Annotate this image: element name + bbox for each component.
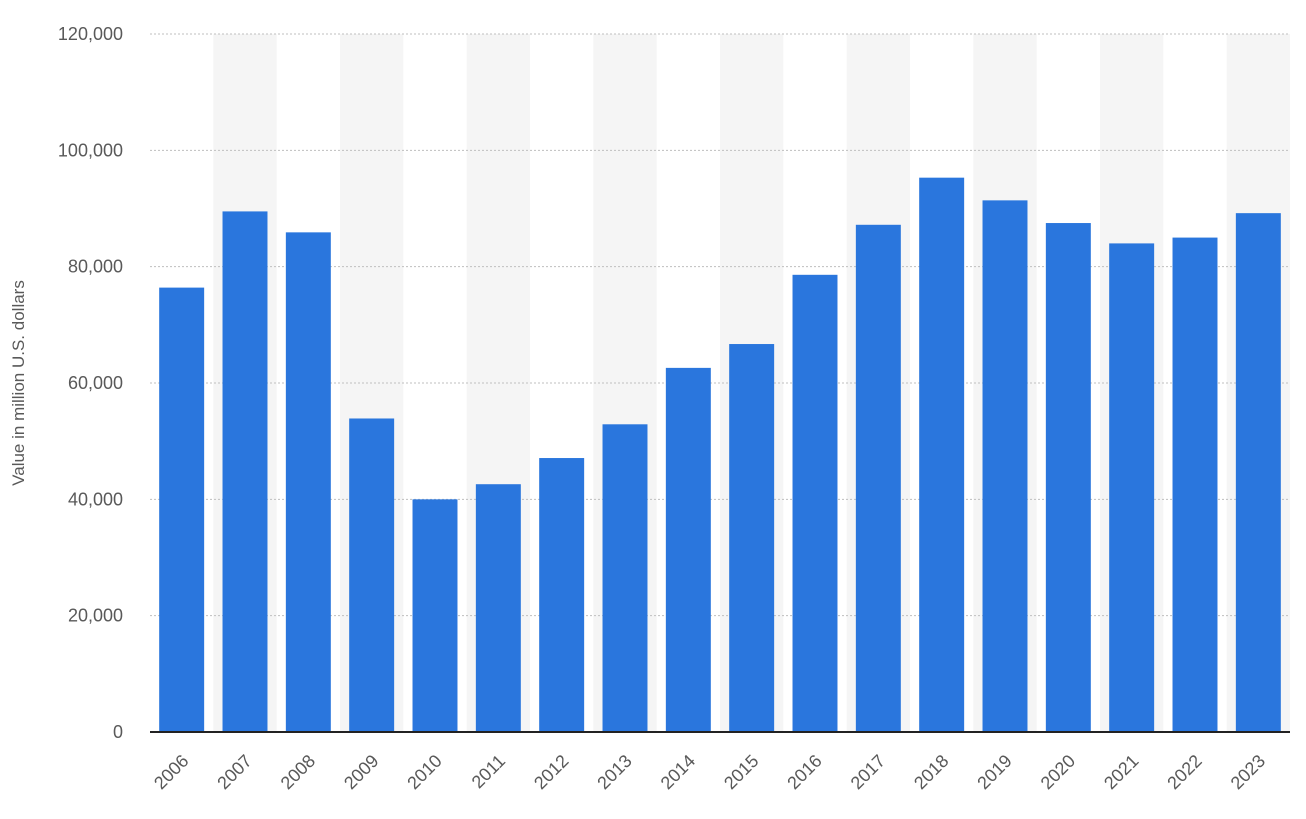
bar-2014[interactable] xyxy=(665,367,711,732)
y-tick-label: 100,000 xyxy=(58,140,123,160)
bar-2011[interactable] xyxy=(475,484,521,732)
y-tick-label: 80,000 xyxy=(68,257,123,277)
bar-2016[interactable] xyxy=(792,274,838,732)
x-axis-ticks: 2006 2007 2008 2009 2010 2011 2012 2013 2014 2015… xyxy=(150,751,1269,793)
x-tick-label: 2015 xyxy=(720,751,762,793)
x-tick-label: 2011 xyxy=(468,751,510,793)
x-tick-label: 2010 xyxy=(403,751,445,793)
bar-2022[interactable] xyxy=(1172,237,1218,733)
x-tick-label: 2019 xyxy=(973,751,1015,793)
bar-2012[interactable] xyxy=(539,458,585,732)
bar-2008[interactable] xyxy=(285,232,331,732)
x-tick-label: 2014 xyxy=(657,751,699,793)
x-tick-label: 2023 xyxy=(1227,751,1269,793)
x-tick-label: 2008 xyxy=(277,751,319,793)
y-axis-title: Value in million U.S. dollars xyxy=(9,280,28,486)
bar-2009[interactable] xyxy=(349,418,395,732)
x-tick-label: 2006 xyxy=(150,751,192,793)
bar-2018[interactable] xyxy=(919,177,965,733)
bar-2006[interactable] xyxy=(159,287,205,732)
x-tick-label: 2022 xyxy=(1163,751,1205,793)
bar-2013[interactable] xyxy=(602,424,648,732)
grid-lines xyxy=(150,33,1290,617)
bar-2015[interactable] xyxy=(729,344,775,732)
bar-2020[interactable] xyxy=(1045,223,1091,732)
x-tick-label: 2021 xyxy=(1100,751,1142,793)
bars xyxy=(159,177,1281,733)
x-tick-label: 2007 xyxy=(213,751,255,793)
bar-2017[interactable] xyxy=(855,224,901,732)
y-axis-ticks: 0 20,000 40,000 60,000 80,000 100,000 120,000 xyxy=(58,24,123,742)
bar-2021[interactable] xyxy=(1109,243,1155,732)
bar-2007[interactable] xyxy=(222,211,268,733)
bar-2023[interactable] xyxy=(1235,213,1281,733)
x-tick-label: 2017 xyxy=(847,751,889,793)
y-tick-label: 20,000 xyxy=(68,606,123,626)
x-tick-label: 2009 xyxy=(340,751,382,793)
x-tick-label: 2013 xyxy=(593,751,635,793)
y-tick-label: 0 xyxy=(113,722,123,742)
y-tick-label: 40,000 xyxy=(68,489,123,509)
y-tick-label: 60,000 xyxy=(68,373,123,393)
x-tick-label: 2016 xyxy=(783,751,825,793)
x-tick-label: 2020 xyxy=(1037,751,1079,793)
x-tick-label: 2018 xyxy=(910,751,952,793)
bar-2019[interactable] xyxy=(982,200,1028,732)
bar-2010[interactable] xyxy=(412,499,458,732)
y-tick-label: 120,000 xyxy=(58,24,123,44)
x-tick-label: 2012 xyxy=(530,751,572,793)
